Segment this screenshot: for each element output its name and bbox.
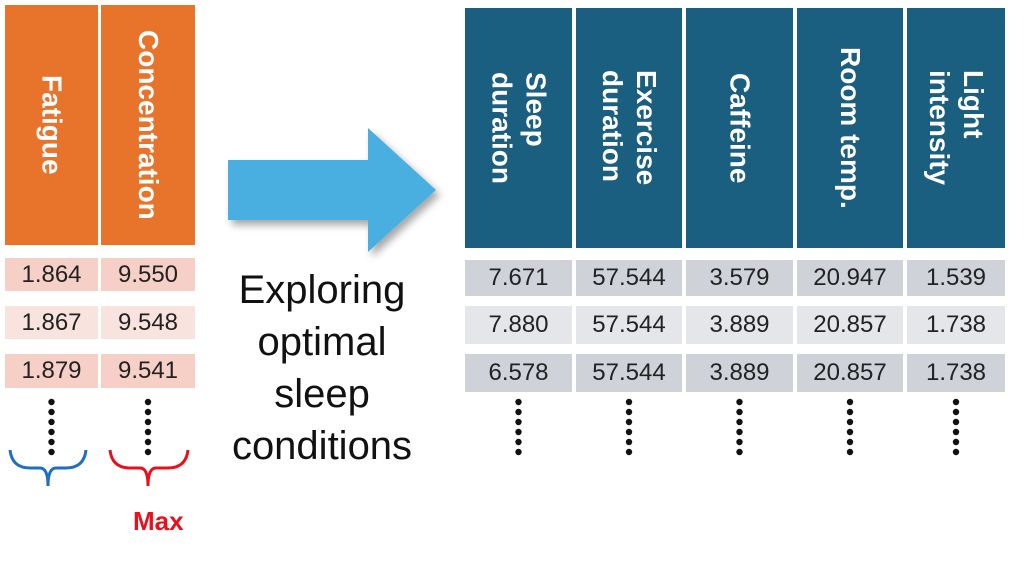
header-line: Concentration <box>133 30 164 220</box>
column-header: Light intensity <box>907 8 1005 248</box>
dot <box>48 428 55 436</box>
dot <box>48 438 55 446</box>
dot <box>144 418 152 426</box>
dot <box>846 438 854 446</box>
column-header: Caffeine <box>686 8 793 248</box>
dot <box>515 398 522 406</box>
table-cell: 6.578 <box>465 354 572 392</box>
header-text: Fatigue <box>35 75 69 175</box>
header-text: Sleep duration <box>485 72 553 184</box>
header-text: Light intensity <box>922 70 990 185</box>
dot <box>736 428 743 436</box>
table-cell: 57.544 <box>576 306 682 344</box>
table-cell: 7.671 <box>465 260 572 296</box>
dot <box>515 448 522 456</box>
header-line: Caffeine <box>724 72 756 184</box>
dot <box>952 428 960 436</box>
dot <box>625 448 633 456</box>
dot <box>736 448 743 456</box>
dot <box>736 418 743 426</box>
header-line: Exercise <box>631 70 662 186</box>
arrow-label: Exploring <box>238 268 406 312</box>
dot <box>515 408 522 416</box>
dot <box>515 438 522 446</box>
dot <box>952 448 960 456</box>
table-cell: 3.579 <box>686 260 793 296</box>
dot <box>952 418 960 426</box>
header-text: Concentration <box>131 30 165 220</box>
dot <box>48 398 55 406</box>
dot <box>846 408 854 416</box>
dot <box>952 408 960 416</box>
header-text: Room temp. <box>833 47 867 209</box>
table-cell: 1.879 <box>5 354 98 388</box>
table-cell: 1.738 <box>907 354 1005 392</box>
header-text: Exercise duration <box>595 70 663 185</box>
header-line: intensity <box>924 70 955 186</box>
dot <box>625 438 633 446</box>
dot <box>144 438 152 446</box>
table-cell: 1.539 <box>907 260 1005 296</box>
dot <box>48 408 55 416</box>
dot <box>625 408 633 416</box>
table-cell: 20.857 <box>797 354 903 392</box>
dot <box>625 428 633 436</box>
dot <box>625 398 633 406</box>
column-header: Fatigue <box>5 5 98 245</box>
dot <box>952 438 960 446</box>
table-cell: 20.857 <box>797 306 903 344</box>
dot <box>144 448 152 456</box>
header-line: Light <box>958 70 989 139</box>
table-cell: 7.880 <box>465 306 572 344</box>
dot <box>144 428 152 436</box>
table-cell: 3.889 <box>686 306 793 344</box>
header-line: duration <box>486 72 518 184</box>
dot <box>846 418 854 426</box>
brace <box>108 449 190 487</box>
dot <box>952 398 960 406</box>
arrow-label: conditions <box>231 424 413 468</box>
table-cell: 20.947 <box>797 260 903 296</box>
table-cell: 9.541 <box>101 354 195 388</box>
arrow <box>228 128 436 252</box>
dot <box>515 418 522 426</box>
table-cell: 1.867 <box>5 306 98 339</box>
dot <box>736 398 743 406</box>
arrow-label: optimal <box>257 320 387 364</box>
header-line: duration <box>597 70 628 183</box>
dot <box>144 408 152 416</box>
column-header: Exercise duration <box>576 8 682 248</box>
dot <box>846 428 854 436</box>
dot <box>736 408 743 416</box>
arrow-label: sleep <box>274 372 370 416</box>
header-line: Sleep <box>520 72 552 147</box>
table-cell: 1.738 <box>907 306 1005 344</box>
column-header: Sleep duration <box>465 8 572 248</box>
dot <box>625 418 633 426</box>
dot <box>736 438 743 446</box>
table-cell: 57.544 <box>576 354 682 392</box>
column-header: Concentration <box>101 5 195 245</box>
table-cell: 1.864 <box>5 258 98 291</box>
table-cell: 3.889 <box>686 354 793 392</box>
column-header: Room temp. <box>797 8 903 248</box>
dot <box>515 428 522 436</box>
dot <box>48 418 55 426</box>
table-cell: 9.550 <box>101 258 195 291</box>
dot <box>846 398 854 406</box>
dot <box>48 448 55 456</box>
header-text: Caffeine <box>723 73 757 183</box>
dot <box>846 448 854 456</box>
dot <box>144 398 152 406</box>
table-cell: 57.544 <box>576 260 682 296</box>
header-line: Fatigue <box>36 75 68 175</box>
header-line: Room temp. <box>835 47 866 209</box>
max-label: Max <box>133 506 184 536</box>
table-cell: 9.548 <box>101 306 195 339</box>
brace <box>8 449 88 487</box>
